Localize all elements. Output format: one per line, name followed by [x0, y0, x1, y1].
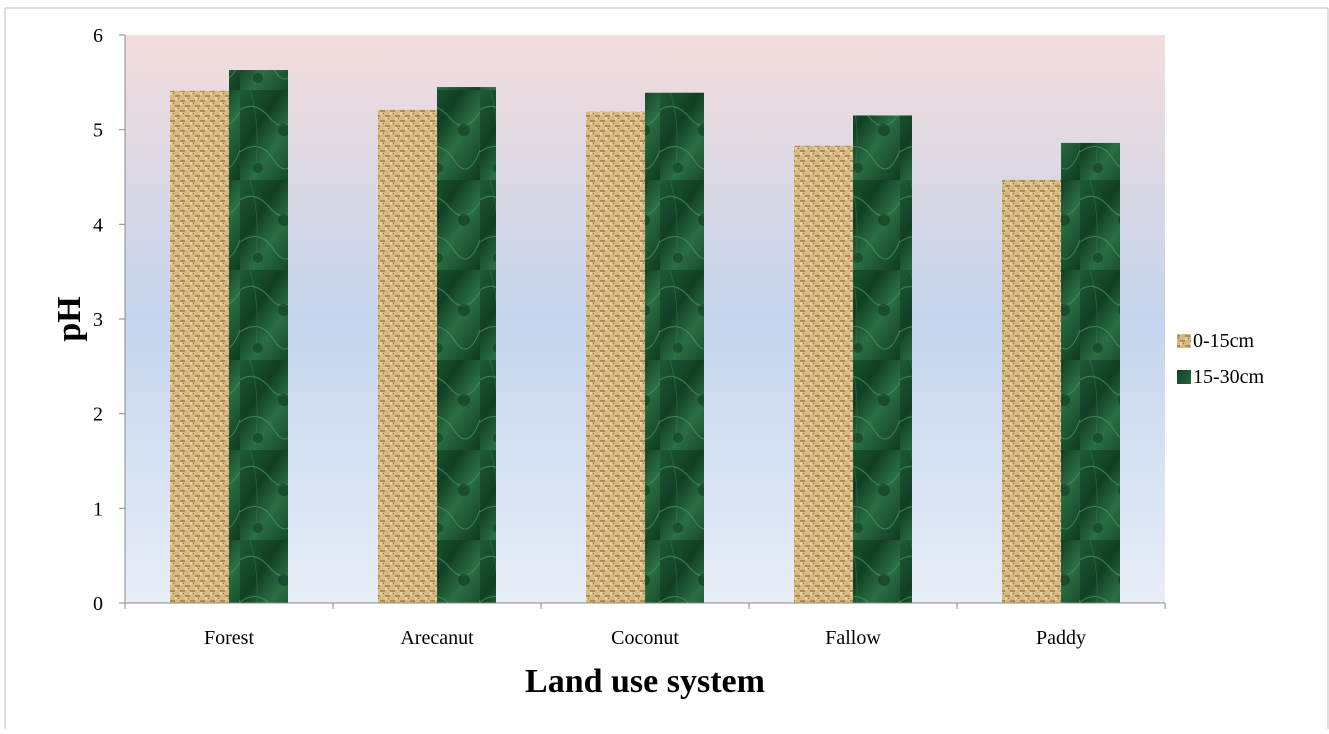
- legend-swatch: [1177, 370, 1191, 384]
- legend: 0-15cm 15-30cm: [1177, 330, 1265, 388]
- legend-swatch: [1177, 334, 1191, 348]
- x-category-label: Fallow: [825, 627, 881, 649]
- x-category-label: Paddy: [1036, 627, 1086, 649]
- y-tick-label: 5: [93, 120, 103, 142]
- y-tick-label: 2: [93, 404, 103, 426]
- y-tick-label: 0: [93, 593, 103, 615]
- legend-label: 15-30cm: [1193, 366, 1265, 388]
- y-tick-label: 1: [93, 498, 103, 520]
- bar-15-30cm-Paddy: [1061, 142, 1120, 604]
- x-category-label: Coconut: [611, 627, 679, 649]
- y-tick-label: 4: [93, 214, 103, 236]
- x-axis-title: Land use system: [525, 663, 765, 700]
- bar-0-15cm-Arecanut: [378, 109, 437, 603]
- bar-15-30cm-Arecanut: [437, 87, 496, 604]
- x-axis: Forest Arecanut Coconut Fallow Paddy: [124, 602, 1166, 649]
- y-axis: 0 1 2 3 4 5 6: [93, 25, 126, 615]
- y-tick-label: 6: [93, 25, 103, 47]
- x-category-label: Forest: [204, 627, 254, 649]
- legend-label: 0-15cm: [1193, 330, 1255, 352]
- bar-0-15cm-Fallow: [794, 145, 853, 603]
- bar-0-15cm-Paddy: [1002, 179, 1061, 603]
- bar-15-30cm-Coconut: [645, 92, 704, 603]
- bar-15-30cm-Forest: [229, 70, 288, 603]
- bar-0-15cm-Forest: [170, 90, 229, 603]
- x-category-label: Arecanut: [400, 627, 474, 649]
- y-axis-title: pH: [51, 296, 88, 341]
- bar-15-30cm-Fallow: [853, 115, 912, 603]
- bar-0-15cm-Coconut: [586, 111, 645, 604]
- bars-group: [170, 70, 1120, 604]
- y-tick-label: 3: [93, 309, 103, 331]
